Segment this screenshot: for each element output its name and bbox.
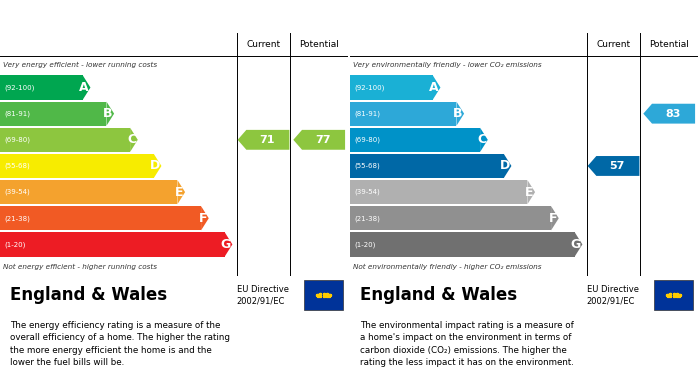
Text: (21-38): (21-38) (354, 215, 380, 222)
Text: (69-80): (69-80) (354, 136, 380, 143)
Text: (1-20): (1-20) (4, 241, 25, 248)
Polygon shape (201, 206, 209, 230)
Polygon shape (106, 102, 114, 126)
Text: (1-20): (1-20) (354, 241, 375, 248)
Polygon shape (293, 130, 345, 150)
Text: (21-38): (21-38) (4, 215, 30, 222)
Bar (350, 206, 551, 230)
Bar (304, 280, 343, 310)
Text: EU Directive
2002/91/EC: EU Directive 2002/91/EC (587, 285, 638, 305)
Text: B: B (103, 107, 113, 120)
Polygon shape (154, 154, 162, 178)
Text: C: C (477, 133, 486, 146)
Polygon shape (130, 128, 138, 152)
Bar (350, 154, 504, 178)
Bar (350, 232, 575, 256)
Text: (92-100): (92-100) (354, 84, 384, 91)
Text: Potential: Potential (650, 40, 689, 49)
Polygon shape (433, 75, 440, 100)
Text: B: B (453, 107, 463, 120)
Text: A: A (79, 81, 89, 94)
Polygon shape (575, 232, 582, 256)
Polygon shape (456, 102, 464, 126)
Bar (654, 280, 693, 310)
Bar (0, 232, 225, 256)
Text: Current: Current (596, 40, 631, 49)
Text: Not environmentally friendly - higher CO₂ emissions: Not environmentally friendly - higher CO… (354, 264, 542, 270)
Bar (0, 206, 201, 230)
Text: The energy efficiency rating is a measure of the
overall efficiency of a home. T: The energy efficiency rating is a measur… (10, 321, 230, 368)
Text: (39-54): (39-54) (4, 189, 30, 196)
Bar (350, 75, 433, 100)
Polygon shape (504, 154, 512, 178)
Text: G: G (570, 238, 581, 251)
Bar (350, 128, 480, 152)
Polygon shape (527, 180, 535, 204)
Text: (81-91): (81-91) (354, 110, 380, 117)
Polygon shape (238, 130, 289, 150)
Text: 71: 71 (259, 135, 275, 145)
Bar (350, 102, 456, 126)
Text: 77: 77 (315, 135, 330, 145)
Text: (55-68): (55-68) (4, 163, 30, 169)
Text: G: G (220, 238, 231, 251)
Polygon shape (225, 232, 232, 256)
Text: Environmental Impact (CO₂) Rating: Environmental Impact (CO₂) Rating (358, 10, 605, 23)
Bar (0, 180, 177, 204)
Text: England & Wales: England & Wales (10, 286, 167, 304)
Text: F: F (549, 212, 557, 225)
Text: (39-54): (39-54) (354, 189, 380, 196)
Text: Potential: Potential (300, 40, 339, 49)
Text: D: D (150, 160, 160, 172)
Polygon shape (588, 156, 639, 176)
Bar (0, 75, 83, 100)
Polygon shape (480, 128, 488, 152)
Text: A: A (429, 81, 439, 94)
Text: E: E (175, 186, 183, 199)
Bar (0, 154, 154, 178)
Text: (55-68): (55-68) (354, 163, 380, 169)
Polygon shape (643, 104, 695, 124)
Text: Energy Efficiency Rating: Energy Efficiency Rating (8, 10, 181, 23)
Text: 83: 83 (665, 109, 680, 118)
Text: C: C (127, 133, 136, 146)
Bar (0, 102, 106, 126)
Text: Very environmentally friendly - lower CO₂ emissions: Very environmentally friendly - lower CO… (354, 62, 542, 68)
Bar (0, 128, 130, 152)
Text: D: D (500, 160, 510, 172)
Polygon shape (83, 75, 90, 100)
Text: Very energy efficient - lower running costs: Very energy efficient - lower running co… (4, 62, 158, 68)
Text: EU Directive
2002/91/EC: EU Directive 2002/91/EC (237, 285, 288, 305)
Text: Not energy efficient - higher running costs: Not energy efficient - higher running co… (4, 264, 158, 270)
Text: 57: 57 (609, 161, 624, 171)
Text: (69-80): (69-80) (4, 136, 30, 143)
Polygon shape (551, 206, 559, 230)
Bar (350, 180, 527, 204)
Text: (81-91): (81-91) (4, 110, 30, 117)
Text: Current: Current (246, 40, 281, 49)
Polygon shape (177, 180, 185, 204)
Text: The environmental impact rating is a measure of
a home's impact on the environme: The environmental impact rating is a mea… (360, 321, 574, 368)
Text: (92-100): (92-100) (4, 84, 34, 91)
Text: E: E (525, 186, 533, 199)
Text: England & Wales: England & Wales (360, 286, 517, 304)
Text: F: F (199, 212, 207, 225)
